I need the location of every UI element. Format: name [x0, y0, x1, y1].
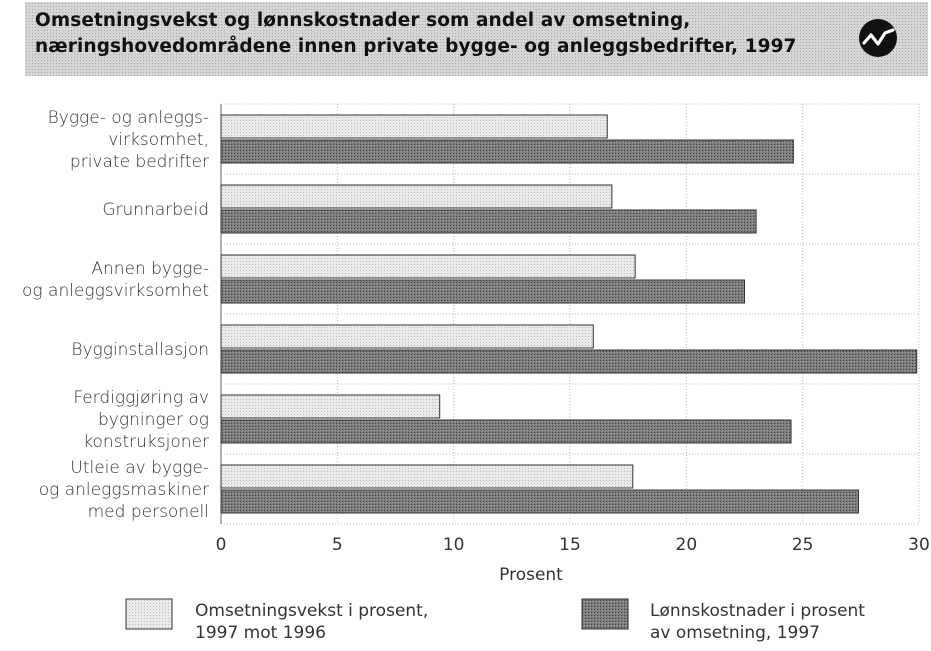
legend-swatch	[581, 598, 629, 630]
bar-omsetningsvekst-1	[220, 184, 613, 209]
x-tick-label: 0	[216, 535, 227, 555]
gridlines	[220, 103, 920, 525]
bar-omsetningsvekst-2	[220, 254, 636, 279]
bar-lonnskostnader-5	[220, 489, 860, 514]
legend-label: Omsetningsvekst i prosent, 1997 mot 1996	[195, 601, 428, 643]
legend-label-line: Omsetningsvekst i prosent,	[195, 601, 428, 621]
category-label-line: virksomhet,	[108, 130, 209, 150]
category-labels: Bygge- og anleggs-virksomhet, private bed…	[22, 108, 209, 522]
category-label-line: med personell	[88, 502, 209, 522]
bar-omsetningsvekst-0	[220, 114, 608, 139]
x-tick-label: 10	[443, 535, 465, 555]
category-label-line: private bedrifter	[70, 152, 209, 172]
legend-label-line: Lønnskostnader i prosent	[650, 601, 865, 621]
x-tick-label: 25	[792, 535, 814, 555]
chart-title-line-2: næringshovedområdene innen private bygge…	[35, 36, 797, 57]
bar-lonnskostnader-2	[220, 279, 745, 304]
x-tick-label: 15	[559, 535, 581, 555]
bar-lonnskostnader-0	[220, 139, 794, 164]
category-label-line: og anleggsvirksomhet	[22, 281, 209, 301]
bar-omsetningsvekst-3	[220, 324, 594, 349]
category-label-line: Annen bygge-	[91, 259, 209, 279]
legend-swatch	[125, 598, 173, 630]
category-label-line: bygninger og	[98, 410, 209, 430]
category-label-line: og anleggsmaskiner	[39, 480, 209, 500]
legend-label-line: 1997 mot 1996	[195, 623, 326, 643]
x-tick-label: 5	[332, 535, 343, 555]
bars	[220, 114, 918, 514]
legend-label-line: av omsetning, 1997	[650, 623, 820, 643]
x-tick-label: 20	[676, 535, 698, 555]
bar-omsetningsvekst-5	[220, 464, 634, 489]
title-banner: Omsetningsvekst og lønnskostnader som an…	[25, 2, 928, 76]
ssb-logo-icon	[859, 19, 897, 57]
category-label-line: Ferdiggjøring av	[73, 388, 209, 408]
x-axis-title: Prosent	[499, 565, 563, 585]
category-label: Annen bygge-og anleggsvirksomhet	[22, 259, 209, 301]
category-label-line: Utleie av bygge-	[70, 458, 209, 478]
category-label: Utleie av bygge-og anleggsmaskiner med pe…	[39, 458, 209, 522]
legend: Omsetningsvekst i prosent, 1997 mot 1996 L…	[125, 598, 865, 643]
bar-lonnskostnader-4	[220, 419, 792, 444]
category-label: Bygge- og anleggs-virksomhet, private bed…	[48, 108, 209, 172]
category-label: Ferdiggjøring av bygninger og konstruksjon…	[73, 388, 209, 452]
bar-lonnskostnader-1	[220, 209, 757, 234]
bar-omsetningsvekst-4	[220, 394, 441, 419]
category-label-line: Grunnarbeid	[102, 200, 209, 220]
x-tick-label: 30	[908, 535, 930, 555]
legend-label: Lønnskostnader i prosent av omsetning, 19…	[650, 601, 865, 643]
category-label-line: Bygginstallasjon	[71, 340, 209, 360]
category-label-line: konstruksjoner	[83, 432, 209, 452]
chart-title-line-1: Omsetningsvekst og lønnskostnader som an…	[35, 10, 691, 31]
bar-lonnskostnader-3	[220, 349, 918, 374]
category-label: Bygginstallasjon	[71, 340, 209, 360]
x-tick-labels: 0 5 10 15 20 25 30	[216, 535, 930, 555]
category-label-line: Bygge- og anleggs-	[48, 108, 209, 128]
category-label: Grunnarbeid	[102, 200, 209, 220]
